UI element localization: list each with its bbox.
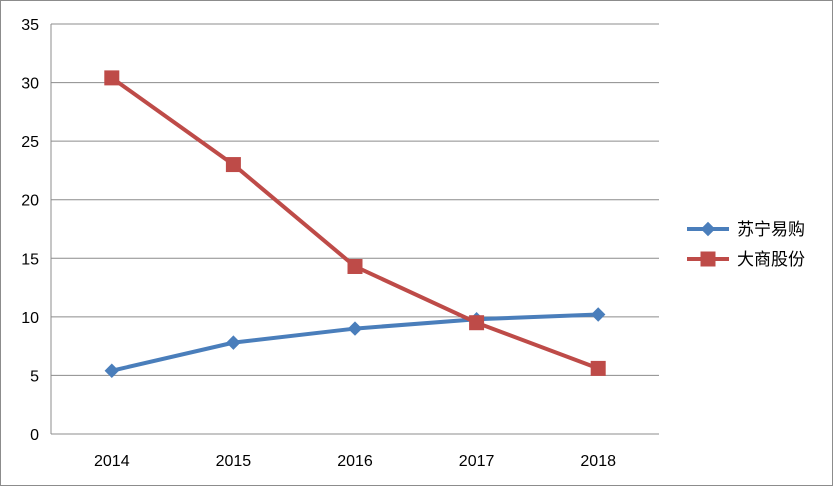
data-point [347, 321, 363, 336]
data-point [590, 360, 606, 376]
x-tick-labels: 2014 2015 2016 2017 2018 [94, 453, 616, 470]
y-tick-label: 15 [21, 251, 39, 268]
data-point [347, 258, 363, 274]
legend-marker [700, 251, 716, 267]
data-point [104, 70, 120, 86]
grid-layer [51, 23, 659, 376]
legend-marker [700, 221, 716, 237]
x-tick-label: 2014 [94, 453, 130, 470]
data-point [469, 315, 485, 331]
x-tick-label: 2017 [459, 453, 495, 470]
data-point [226, 335, 241, 350]
legend-label: 大商股份 [737, 250, 805, 270]
series-layer [104, 70, 606, 378]
y-tick-label: 10 [21, 310, 39, 327]
data-point [104, 363, 120, 378]
data-point [225, 157, 241, 173]
axis-layer [50, 24, 659, 435]
y-tick-labels: 0 5 10 15 20 25 30 35 [21, 17, 39, 444]
y-tick-label: 25 [21, 134, 39, 151]
y-tick-label: 35 [21, 17, 39, 34]
data-point [590, 307, 606, 322]
x-tick-label: 2016 [337, 453, 373, 470]
y-tick-label: 30 [21, 76, 39, 93]
y-tick-label: 5 [30, 368, 39, 385]
legend-label: 苏宁易购 [737, 220, 805, 240]
y-tick-label: 0 [30, 427, 39, 444]
x-tick-label: 2015 [216, 453, 252, 470]
x-tick-label: 2018 [580, 453, 616, 470]
y-tick-label: 20 [21, 193, 39, 210]
